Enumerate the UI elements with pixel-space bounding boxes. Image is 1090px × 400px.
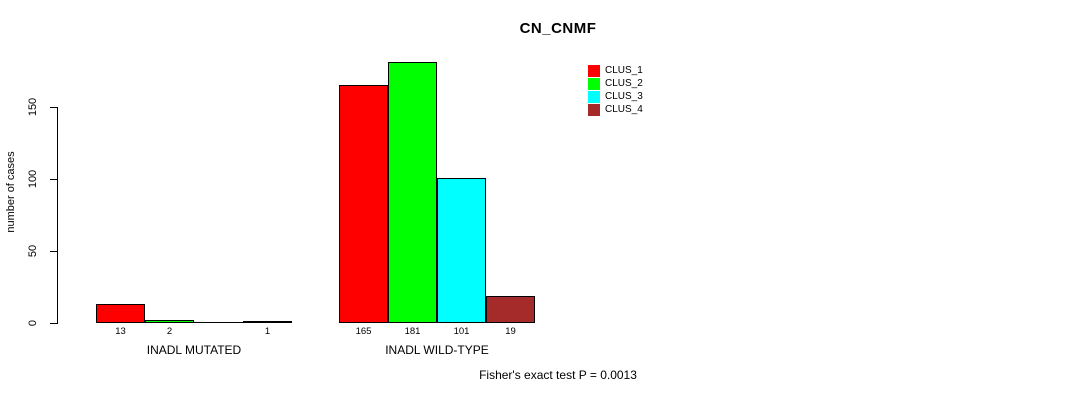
legend-color-swatch — [588, 65, 600, 77]
bar-value-label: 181 — [404, 326, 421, 337]
legend-label: CLUS_2 — [605, 78, 643, 89]
x-group-label: INADL MUTATED — [146, 343, 242, 357]
legend-color-swatch — [588, 91, 600, 103]
bar-clus_3-group2 — [437, 178, 486, 323]
bar-clus_4-group2 — [486, 296, 535, 323]
bar-value-label: 165 — [355, 326, 372, 337]
legend-label: CLUS_3 — [605, 91, 643, 102]
y-axis-tick — [50, 251, 57, 252]
y-axis-label: number of cases — [5, 151, 17, 233]
legend-color-swatch — [588, 104, 600, 116]
bar-clus_2-group1 — [145, 320, 194, 323]
y-axis-line — [57, 107, 58, 324]
bar-value-label: 1 — [264, 326, 271, 337]
stat-annotation: Fisher's exact test P = 0.0013 — [479, 368, 637, 382]
y-axis-tick — [50, 107, 57, 108]
y-axis-tick — [50, 179, 57, 180]
bar-clus_1-group1 — [96, 304, 145, 323]
y-axis-tick — [50, 323, 57, 324]
legend-label: CLUS_4 — [605, 104, 643, 115]
y-axis-tick-label: 150 — [27, 97, 39, 117]
bar-value-label: 13 — [115, 326, 126, 337]
y-axis-tick-label: 0 — [27, 319, 39, 327]
bar-value-label: 2 — [166, 326, 173, 337]
bar-clus_4-group1 — [243, 321, 292, 323]
bar-value-label: 101 — [453, 326, 470, 337]
bar-clus_3-group1 — [194, 322, 243, 323]
legend-color-swatch — [588, 78, 600, 90]
bar-value-label: 19 — [505, 326, 516, 337]
bar-clus_1-group2 — [339, 85, 388, 323]
chart-title: CN_CNMF — [519, 20, 597, 37]
y-axis-tick-label: 50 — [27, 244, 39, 258]
x-group-label: INADL WILD-TYPE — [385, 343, 489, 357]
bar-clus_2-group2 — [388, 62, 437, 323]
legend-label: CLUS_1 — [605, 65, 643, 76]
y-axis-tick-label: 100 — [27, 169, 39, 189]
